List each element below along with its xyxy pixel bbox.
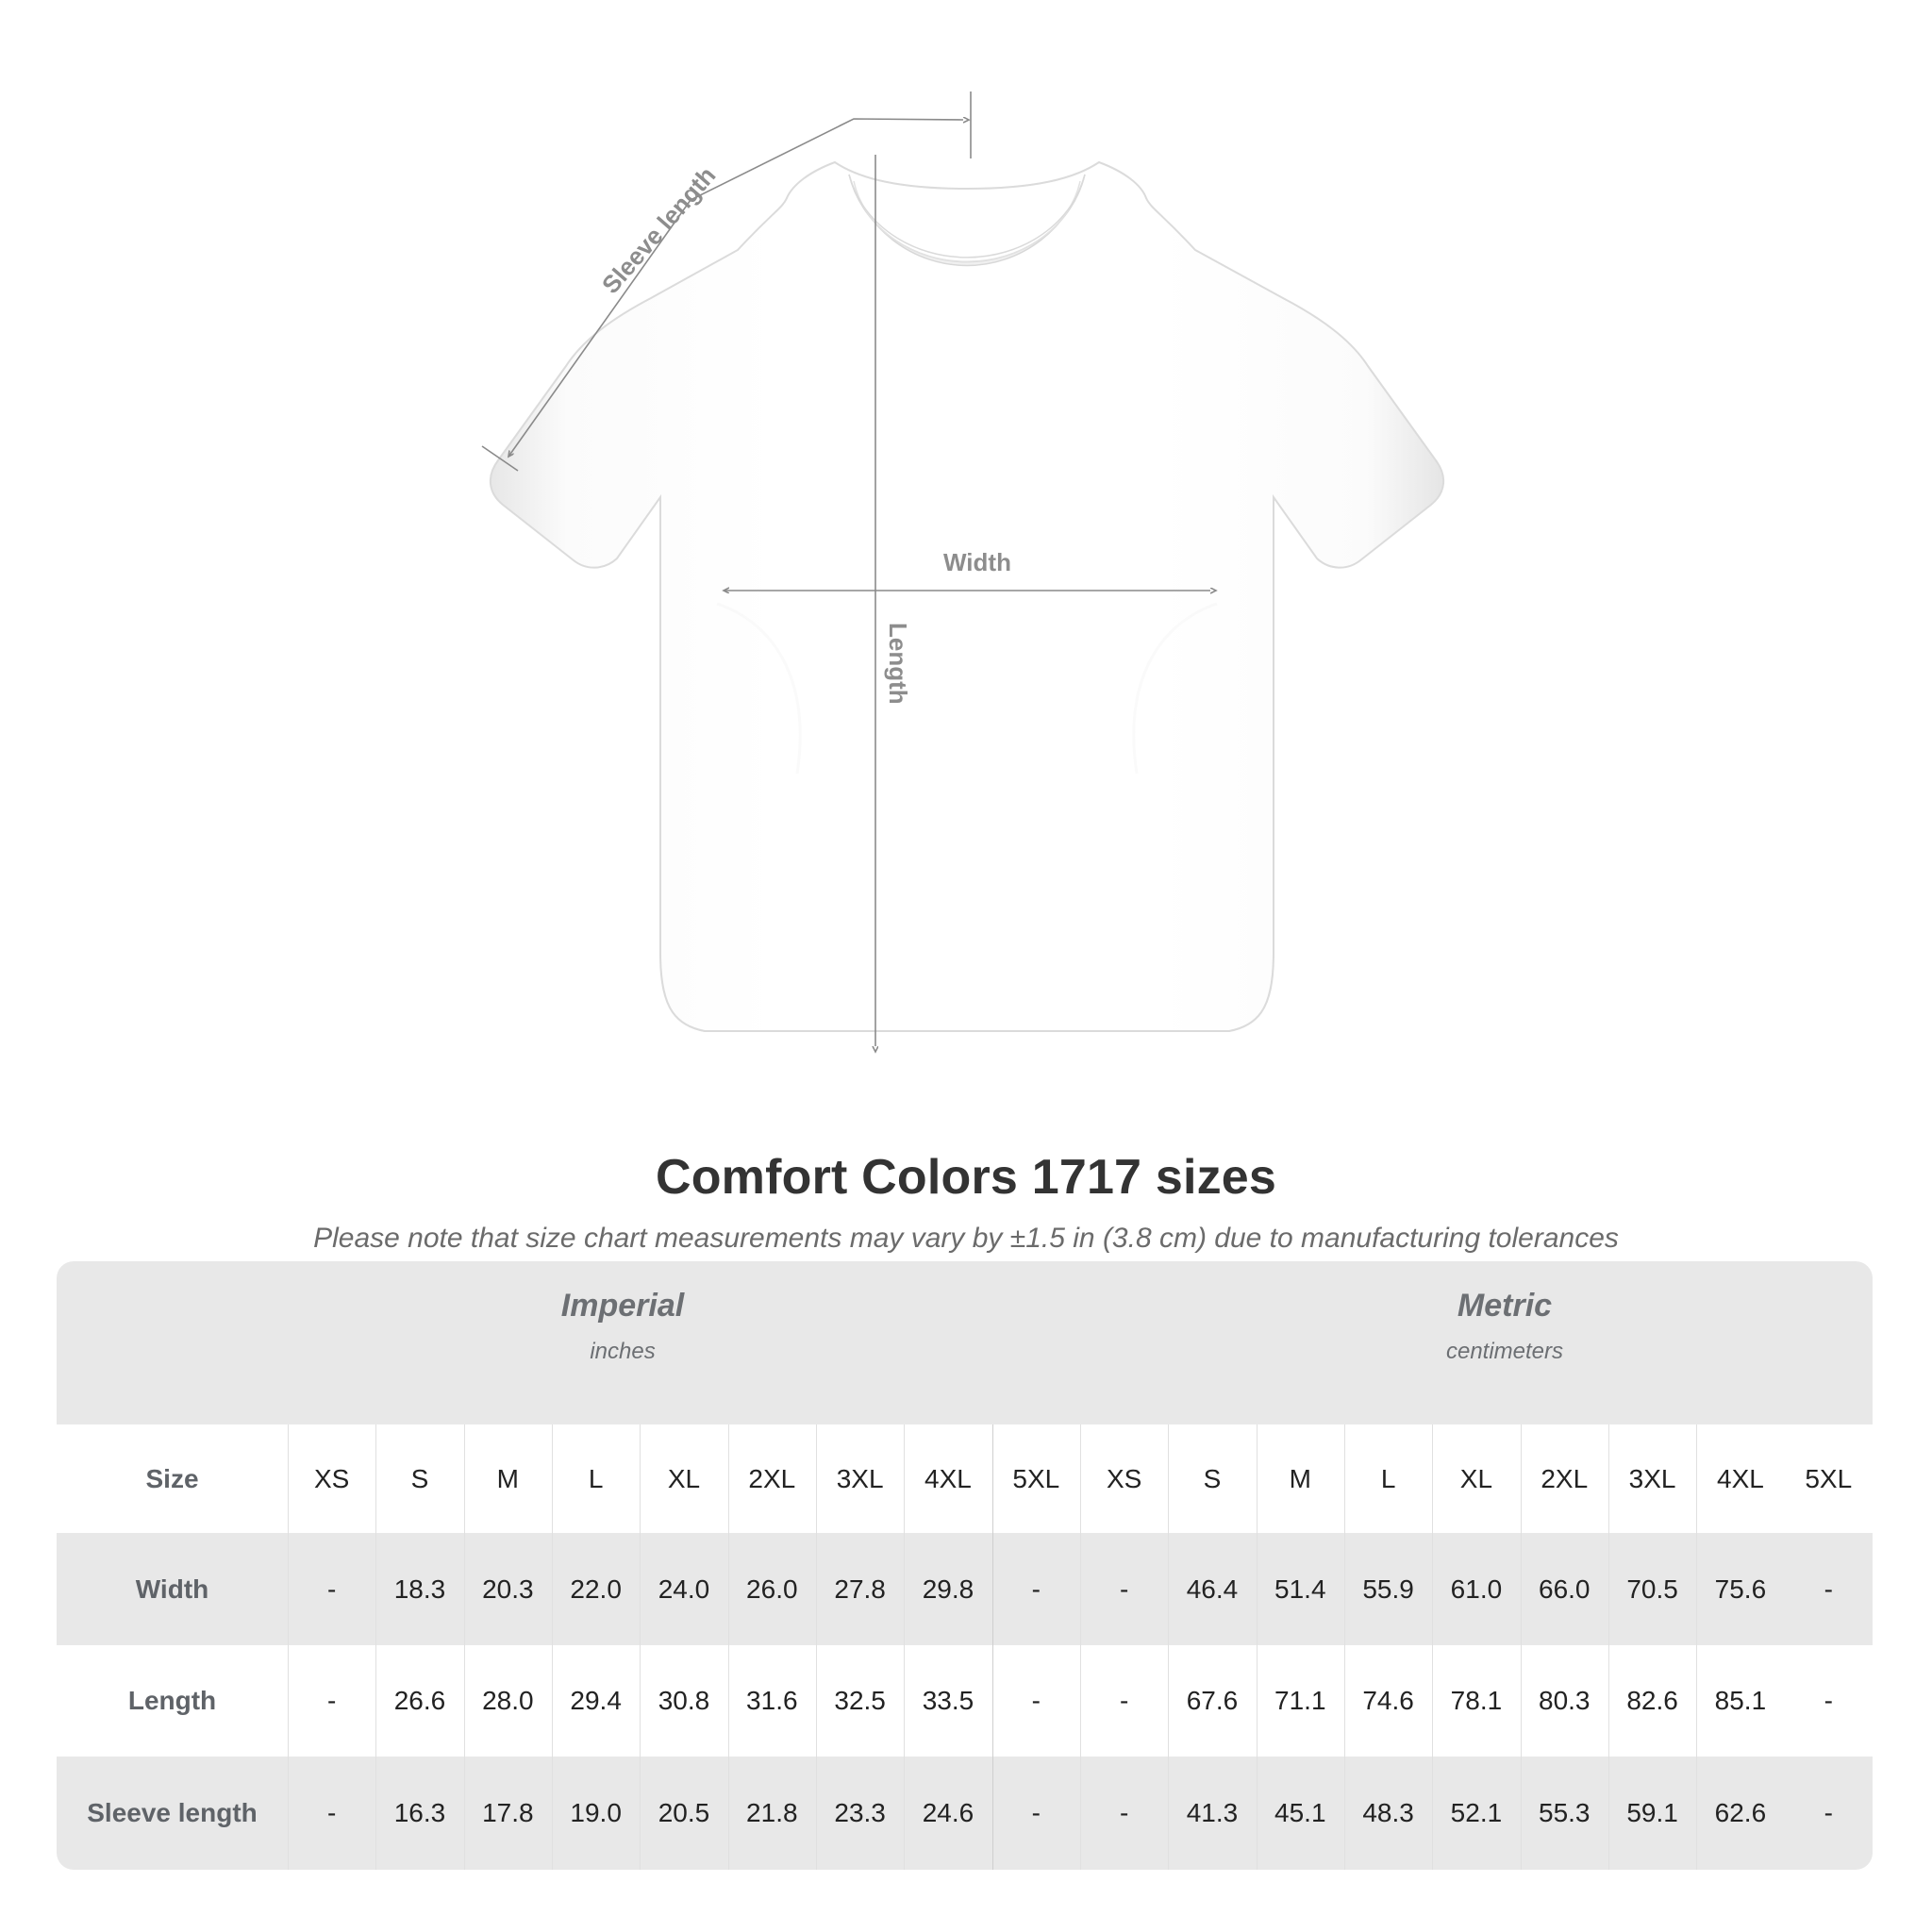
svg-text:Length: Length [884,623,912,705]
svg-text:Width: Width [943,548,1011,576]
